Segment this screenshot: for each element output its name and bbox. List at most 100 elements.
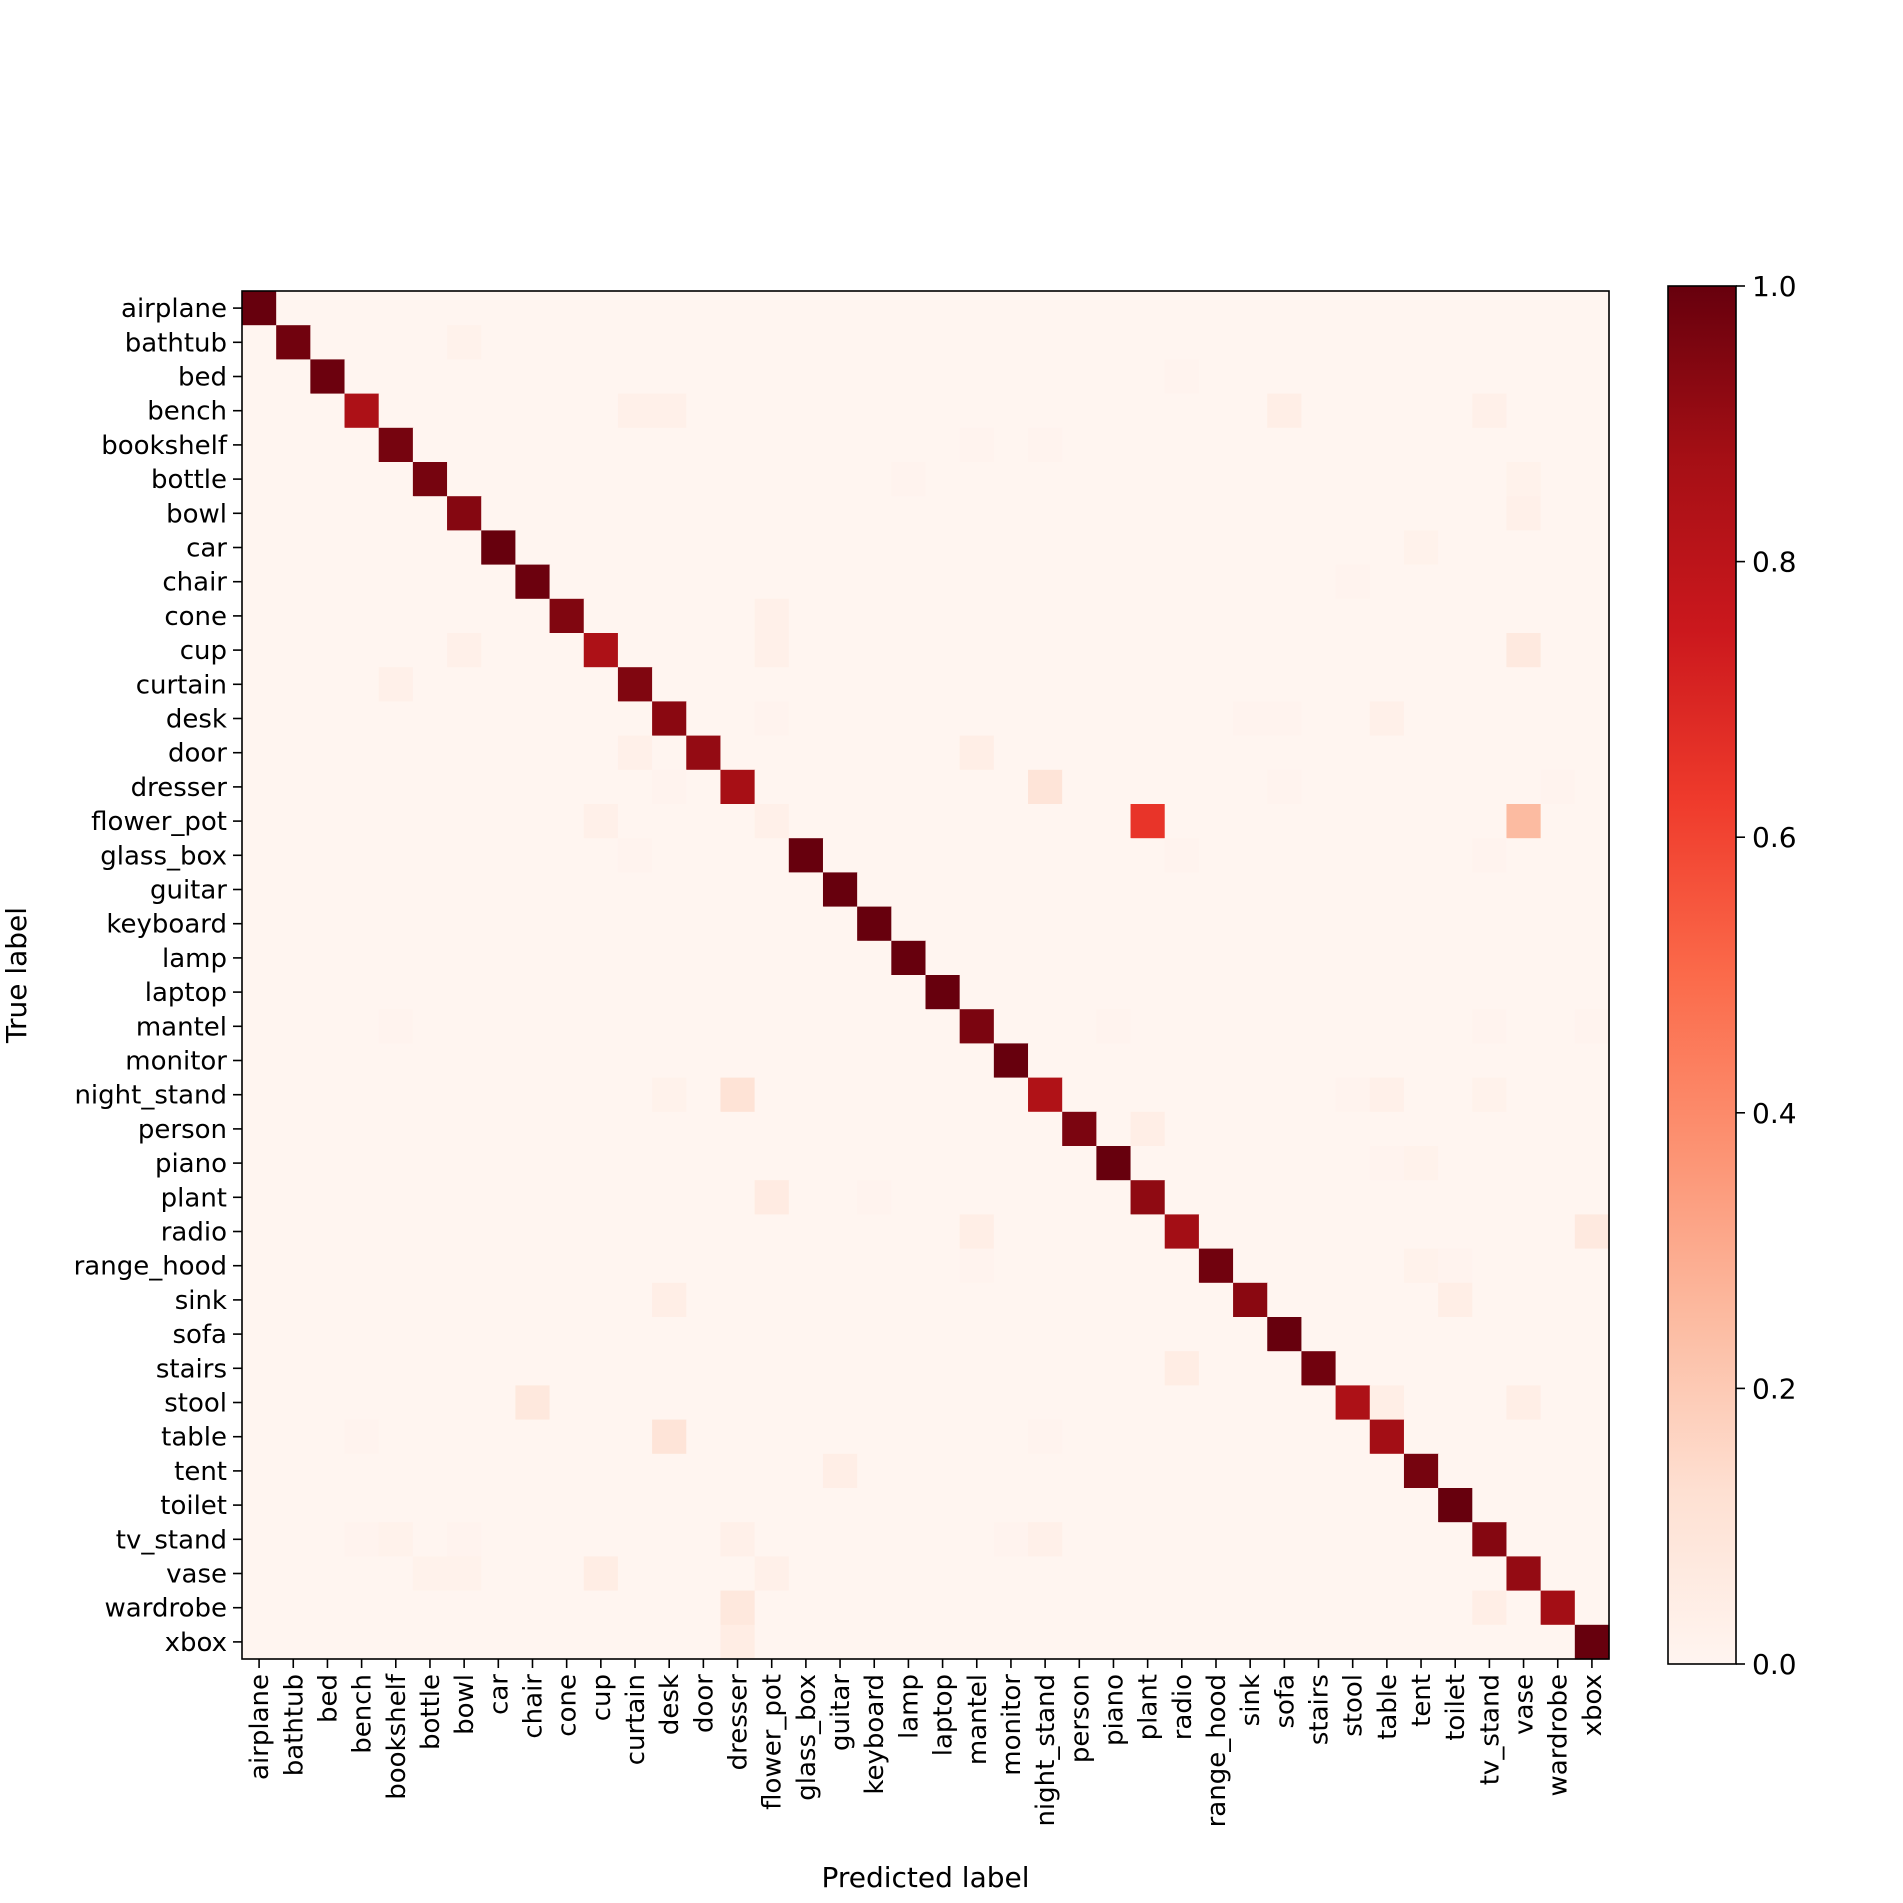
y-tick-label-bed: bed	[178, 363, 227, 393]
heatmap-cell-night_stand-bowl	[447, 1077, 482, 1113]
heatmap-cell-stairs-glass_box	[788, 1351, 824, 1386]
heatmap-cell-plant-guitar	[822, 1180, 858, 1215]
heatmap-cell-range_hood-curtain	[617, 1248, 653, 1284]
heatmap-cell-car-sink	[1233, 530, 1268, 566]
heatmap-cell-glass_box-toilet	[1438, 838, 1473, 873]
heatmap-cell-dresser-dresser	[720, 769, 756, 805]
heatmap-cell-dresser-xbox	[1574, 769, 1610, 805]
heatmap-cell-door-cup	[583, 735, 619, 771]
heatmap-cell-chair-vase	[1506, 564, 1542, 600]
heatmap-cell-stairs-dresser	[720, 1351, 756, 1386]
heatmap-cell-laptop-glass_box	[788, 975, 824, 1010]
heatmap-cell-xbox-table	[1369, 1624, 1405, 1660]
heatmap-cell-stairs-mantel	[959, 1351, 995, 1386]
heatmap-cell-table-tent	[1403, 1419, 1439, 1455]
heatmap-cell-bed-laptop	[925, 359, 961, 395]
heatmap-cell-stairs-range_hood	[1198, 1351, 1234, 1386]
heatmap-cell-curtain-bathtub	[276, 667, 311, 702]
heatmap-cell-sofa-bottle	[412, 1317, 448, 1352]
heatmap-cell-toilet-dresser	[720, 1488, 756, 1523]
heatmap-cell-sink-glass_box	[788, 1282, 824, 1318]
heatmap-cell-desk-table	[1369, 701, 1405, 737]
heatmap-cell-monitor-wardrobe	[1540, 1043, 1576, 1079]
heatmap-cell-wardrobe-radio	[1164, 1590, 1200, 1626]
heatmap-cell-lamp-wardrobe	[1540, 940, 1576, 976]
heatmap-cell-chair-cup	[583, 564, 619, 600]
heatmap-cell-bowl-car	[481, 496, 516, 531]
heatmap-cell-range_hood-door	[686, 1248, 722, 1284]
heatmap-cell-monitor-stool	[1335, 1043, 1371, 1079]
heatmap-cell-mantel-monitor	[993, 1009, 1029, 1044]
heatmap-cell-bookshelf-chair	[515, 427, 551, 463]
heatmap-cell-radio-night_stand	[1028, 1214, 1063, 1250]
heatmap-cell-table-mantel	[959, 1419, 995, 1455]
heatmap-cell-bowl-bathtub	[276, 496, 311, 531]
heatmap-cell-lamp-keyboard	[857, 940, 892, 976]
heatmap-cell-sofa-guitar	[822, 1317, 858, 1352]
heatmap-cell-flower_pot-sink	[1233, 804, 1268, 839]
x-tick-label-tent: tent	[1407, 1674, 1437, 1727]
heatmap-cell-radio-monitor	[993, 1214, 1029, 1250]
heatmap-cell-monitor-range_hood	[1198, 1043, 1234, 1079]
heatmap-cell-wardrobe-tent	[1403, 1590, 1439, 1626]
heatmap-cell-car-xbox	[1574, 530, 1610, 566]
heatmap-cell-glass_box-monitor	[993, 838, 1029, 873]
heatmap-cell-cone-bottle	[412, 598, 448, 634]
heatmap-cell-curtain-range_hood	[1198, 667, 1234, 702]
heatmap-cell-tv_stand-airplane	[242, 1522, 277, 1557]
heatmap-cell-bed-bathtub	[276, 359, 311, 395]
heatmap-cell-stool-bottle	[412, 1385, 448, 1421]
heatmap-cell-person-airplane	[242, 1111, 277, 1147]
heatmap-cell-chair-stool	[1335, 564, 1371, 600]
heatmap-cell-door-car	[481, 735, 516, 771]
heatmap-cell-lamp-monitor	[993, 940, 1029, 976]
heatmap-cell-bookshelf-person	[1062, 427, 1097, 463]
heatmap-cell-xbox-desk	[652, 1624, 687, 1660]
y-tick-label-vase: vase	[166, 1560, 227, 1590]
heatmap-cell-airplane-chair	[515, 291, 551, 326]
heatmap-cell-table-laptop	[925, 1419, 961, 1455]
heatmap-cell-person-range_hood	[1198, 1111, 1234, 1147]
heatmap-cell-plant-car	[481, 1180, 516, 1215]
heatmap-cell-piano-stairs	[1301, 1146, 1337, 1181]
y-tick-label-stool: stool	[164, 1389, 227, 1419]
heatmap-cell-person-toilet	[1438, 1111, 1473, 1147]
heatmap-cell-chair-door	[686, 564, 722, 600]
heatmap-cell-sink-bench	[344, 1282, 380, 1318]
heatmap-cell-bed-toilet	[1438, 359, 1473, 395]
heatmap-cell-tent-tv_stand	[1472, 1453, 1508, 1489]
heatmap-cell-tent-desk	[652, 1453, 687, 1489]
heatmap-cell-cone-curtain	[617, 598, 653, 634]
heatmap-cell-stool-airplane	[242, 1385, 277, 1421]
heatmap-cell-stairs-plant	[1130, 1351, 1166, 1386]
heatmap-cell-laptop-guitar	[822, 975, 858, 1010]
heatmap-cell-bowl-bottle	[412, 496, 448, 531]
plot-frame	[241, 290, 1610, 1660]
heatmap-cell-bathtub-tent	[1403, 325, 1439, 360]
y-tick-label-bowl: bowl	[166, 499, 227, 529]
heatmap-cell-wardrobe-stool	[1335, 1590, 1371, 1626]
heatmap-cell-sink-guitar	[822, 1282, 858, 1318]
heatmap-cell-bowl-cone	[549, 496, 585, 531]
heatmap-cell-chair-plant	[1130, 564, 1166, 600]
heatmap-cell-laptop-vase	[1506, 975, 1542, 1010]
heatmap-cell-cone-sink	[1233, 598, 1268, 634]
heatmap-cell-laptop-stool	[1335, 975, 1371, 1010]
heatmap-cell-sofa-tent	[1403, 1317, 1439, 1352]
heatmap-cell-range_hood-laptop	[925, 1248, 961, 1284]
heatmap-cell-vase-bookshelf	[378, 1556, 414, 1592]
heatmap-cell-desk-plant	[1130, 701, 1166, 737]
heatmap-cell-laptop-sink	[1233, 975, 1268, 1010]
heatmap-cell-tent-range_hood	[1198, 1453, 1234, 1489]
heatmap-cell-bookshelf-bench	[344, 427, 380, 463]
heatmap-cell-door-piano	[1096, 735, 1132, 771]
heatmap-cell-sofa-vase	[1506, 1317, 1542, 1352]
heatmap-cell-mantel-tent	[1403, 1009, 1439, 1044]
heatmap-cell-bookshelf-piano	[1096, 427, 1132, 463]
heatmap-cell-sink-xbox	[1574, 1282, 1610, 1318]
heatmap-cell-toilet-airplane	[242, 1488, 277, 1523]
heatmap-cell-person-tv_stand	[1472, 1111, 1508, 1147]
heatmap-cell-desk-door	[686, 701, 722, 737]
heatmap-cell-vase-curtain	[617, 1556, 653, 1592]
heatmap-cell-table-car	[481, 1419, 516, 1455]
